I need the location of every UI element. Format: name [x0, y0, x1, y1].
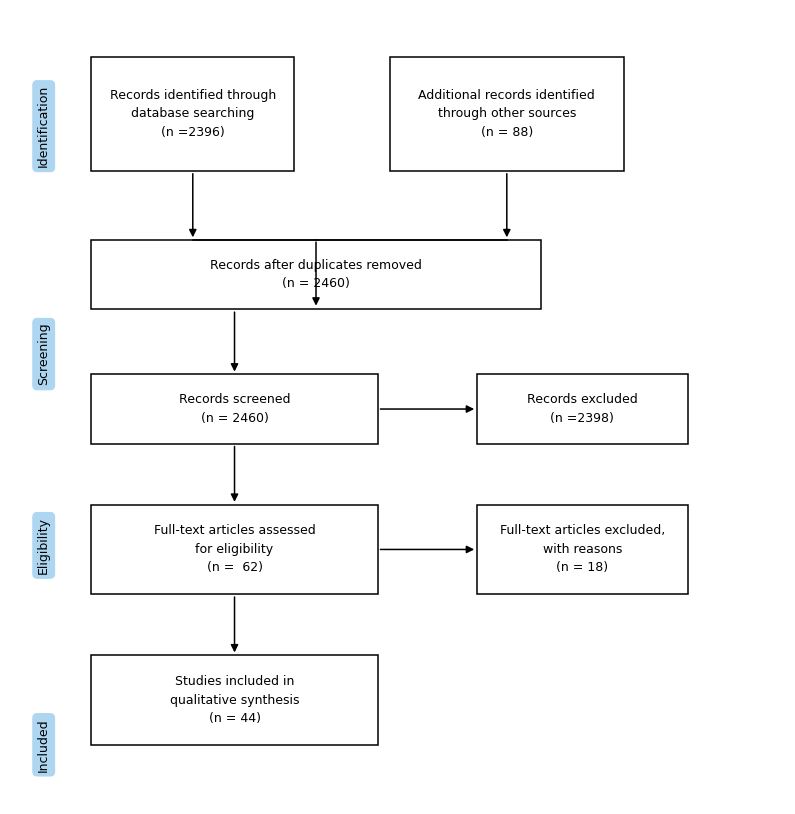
Text: Full-text articles excluded,
with reasons
(n = 18): Full-text articles excluded, with reason… [500, 524, 665, 575]
Text: Included: Included [37, 718, 50, 772]
Text: Additional records identified
through other sources
(n = 88): Additional records identified through ot… [418, 89, 595, 139]
FancyBboxPatch shape [91, 374, 378, 444]
Text: Identification: Identification [37, 85, 50, 168]
FancyBboxPatch shape [390, 57, 624, 171]
Text: Eligibility: Eligibility [37, 517, 50, 574]
FancyBboxPatch shape [91, 505, 378, 594]
Text: Records excluded
(n =2398): Records excluded (n =2398) [527, 393, 638, 425]
Text: Records screened
(n = 2460): Records screened (n = 2460) [179, 393, 290, 425]
FancyBboxPatch shape [91, 57, 294, 171]
FancyBboxPatch shape [91, 240, 541, 309]
FancyBboxPatch shape [477, 374, 688, 444]
FancyBboxPatch shape [91, 655, 378, 745]
Text: Records after duplicates removed
(n = 2460): Records after duplicates removed (n = 24… [210, 259, 422, 291]
Text: Studies included in
qualitative synthesis
(n = 44): Studies included in qualitative synthesi… [170, 675, 299, 725]
FancyBboxPatch shape [477, 505, 688, 594]
Text: Full-text articles assessed
for eligibility
(n =  62): Full-text articles assessed for eligibil… [153, 524, 316, 575]
Text: Records identified through
database searching
(n =2396): Records identified through database sear… [110, 89, 276, 139]
Text: Screening: Screening [37, 323, 50, 385]
